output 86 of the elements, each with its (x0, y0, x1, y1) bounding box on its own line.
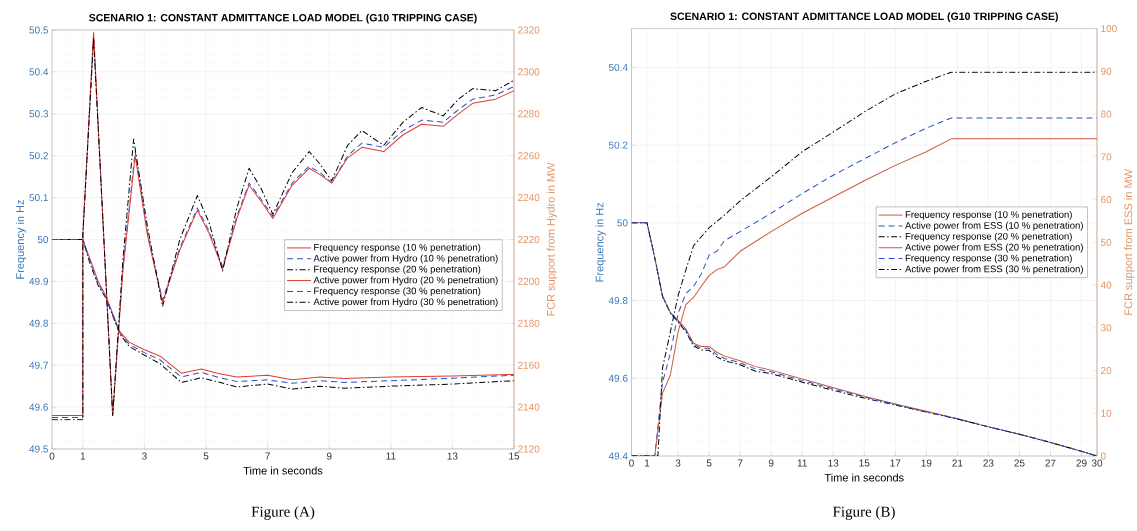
x-tick-label: 11 (386, 452, 396, 460)
y-tick-label: 49.8 (608, 297, 628, 305)
legend-label: Active power from ESS (20 % penetration) (905, 243, 1083, 253)
y-tick-label: 49.9 (29, 277, 49, 285)
y-tick-label: 49.7 (29, 361, 48, 369)
y2-tick-label: 30 (1100, 324, 1112, 332)
y-tick-label: 50.5 (29, 26, 49, 34)
legend-label: Active power from Hydro (10 % penetration) (313, 254, 498, 264)
y2-tick-label: 10 (1101, 409, 1112, 417)
text: Figure (B) (832, 506, 895, 520)
y2-tick-label: 2200 (518, 277, 540, 285)
x-tick-label: 13 (447, 452, 458, 460)
y-tick-label: 50.4 (608, 63, 628, 71)
x-tick-label: 5 (203, 452, 209, 460)
x-tick-label: 7 (737, 459, 743, 467)
x-tick-label: 19 (921, 459, 932, 467)
chart-title: SCENARIO 1: CONSTANT ADMITTANCE LOAD MODEL (G10 TRIPPING CASE) (89, 13, 477, 24)
x-axis-title: Time in seconds (824, 473, 904, 482)
legend-label: Frequency response (10 % penetration) (314, 243, 481, 253)
y-tick-label: 50 (617, 219, 628, 227)
y2-tick-label: 2240 (518, 194, 540, 202)
x-tick-label: 7 (265, 452, 270, 460)
y-tick-label: 50.2 (29, 152, 48, 160)
x-tick-label: 27 (1045, 459, 1056, 467)
x-tick-label: 9 (768, 459, 774, 467)
x-tick-label: 0 (629, 459, 634, 467)
x-tick-label: 17 (890, 459, 901, 467)
y-tick-label: 50.3 (29, 110, 49, 118)
x-tick-label: 23 (983, 459, 994, 467)
x-tick-label: 3 (142, 452, 147, 460)
legend-label: Frequency response (20 % penetration) (314, 265, 481, 275)
x-tick-label: 11 (797, 459, 807, 467)
y2-tick-label: 2220 (518, 235, 540, 244)
y2-tick-label: 2300 (518, 68, 540, 76)
y-tick-label: 50 (37, 235, 49, 244)
x-tick-label: 9 (326, 452, 332, 460)
y2-tick-label: 20 (1101, 366, 1112, 375)
y2-axis-title: FCR support from ESS in MW (1124, 169, 1135, 315)
legend-label: Active power from ESS (30 % penetration) (905, 265, 1083, 275)
y2-axis-title: FCR support from Hydro in MW (546, 162, 557, 316)
y2-tick-label: 2180 (518, 319, 540, 327)
legend-label: Active power from ESS (10 % penetration) (905, 221, 1083, 231)
y-tick-label: 50.2 (608, 141, 628, 149)
y-tick-label: 49.5 (29, 445, 49, 453)
y2-tick-label: 2160 (518, 361, 540, 369)
x-tick-label: 29 (1076, 459, 1087, 467)
y2-tick-label: 2120 (518, 445, 540, 453)
x-axis-title: Time in seconds (243, 466, 323, 475)
y-tick-label: 49.6 (608, 374, 628, 382)
legend-label: Active power from Hydro (20 % penetration) (313, 276, 498, 286)
y2-tick-label: 2320 (518, 26, 540, 34)
x-tick-label: 30 (1091, 459, 1103, 467)
legend-label: Active power from Hydro (30 % penetration) (313, 298, 498, 308)
x-tick-label: 5 (706, 459, 712, 467)
y2-tick-label: 2280 (518, 110, 540, 118)
y2-tick-label: 90 (1101, 67, 1112, 75)
x-tick-label: 25 (1014, 459, 1025, 467)
y2-tick-label: 2140 (518, 403, 540, 411)
y2-tick-label: 60 (1101, 196, 1112, 204)
y-tick-label: 50.1 (29, 194, 48, 202)
y2-tick-label: 40 (1100, 281, 1112, 289)
legend-label: Frequency response (30 % penetration) (905, 254, 1072, 264)
legend-label: Frequency response (30 % penetration) (314, 287, 481, 297)
x-tick-label: 1 (80, 452, 86, 460)
y-tick-label: 50.4 (29, 68, 49, 76)
y-tick-label: 49.6 (29, 403, 49, 411)
y-tick-label: 49.4 (608, 452, 628, 460)
x-tick-label: 13 (828, 459, 839, 467)
y2-tick-label: 2260 (518, 152, 540, 160)
x-tick-label: 3 (675, 459, 681, 467)
x-tick-label: 1 (645, 459, 650, 467)
y-axis-title: Frequency in Hz (15, 200, 27, 279)
y2-tick-label: 50 (1100, 238, 1112, 246)
x-tick-label: 15 (859, 459, 870, 467)
x-tick-label: 0 (49, 452, 55, 460)
y2-tick-label: 100 (1101, 25, 1117, 33)
y2-tick-label: 70 (1101, 153, 1112, 161)
x-tick-label: 21 (952, 459, 963, 467)
y-tick-label: 49.8 (29, 319, 49, 327)
x-tick-label: 15 (509, 452, 520, 460)
legend-label: Frequency response (10 % penetration) (905, 210, 1072, 220)
text: Figure (A) (251, 506, 315, 520)
y-axis-title: Frequency in Hz (595, 202, 606, 282)
y2-tick-label: 80 (1100, 110, 1112, 118)
chart-title: SCENARIO 1: CONSTANT ADMITTANCE LOAD MODEL (G10 TRIPPING CASE) (670, 12, 1058, 23)
legend-label: Frequency response (20 % penetration) (905, 232, 1072, 242)
